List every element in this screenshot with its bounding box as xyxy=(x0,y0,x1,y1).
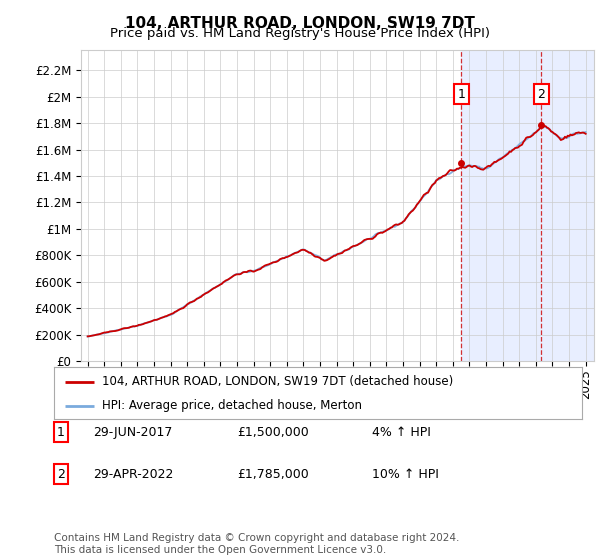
Text: 10% ↑ HPI: 10% ↑ HPI xyxy=(372,468,439,481)
Text: 1: 1 xyxy=(57,426,65,439)
Text: £1,500,000: £1,500,000 xyxy=(237,426,309,439)
Text: 4% ↑ HPI: 4% ↑ HPI xyxy=(372,426,431,439)
Text: 29-APR-2022: 29-APR-2022 xyxy=(93,468,173,481)
Text: Contains HM Land Registry data © Crown copyright and database right 2024.
This d: Contains HM Land Registry data © Crown c… xyxy=(54,533,460,555)
Text: 29-JUN-2017: 29-JUN-2017 xyxy=(93,426,172,439)
Text: HPI: Average price, detached house, Merton: HPI: Average price, detached house, Mert… xyxy=(101,399,362,413)
Text: 1: 1 xyxy=(457,87,465,101)
Text: 104, ARTHUR ROAD, LONDON, SW19 7DT: 104, ARTHUR ROAD, LONDON, SW19 7DT xyxy=(125,16,475,31)
Text: Price paid vs. HM Land Registry's House Price Index (HPI): Price paid vs. HM Land Registry's House … xyxy=(110,27,490,40)
Text: £1,785,000: £1,785,000 xyxy=(237,468,309,481)
Text: 2: 2 xyxy=(57,468,65,481)
Text: 2: 2 xyxy=(538,87,545,101)
Text: 104, ARTHUR ROAD, LONDON, SW19 7DT (detached house): 104, ARTHUR ROAD, LONDON, SW19 7DT (deta… xyxy=(101,375,453,388)
Bar xyxy=(461,50,594,361)
